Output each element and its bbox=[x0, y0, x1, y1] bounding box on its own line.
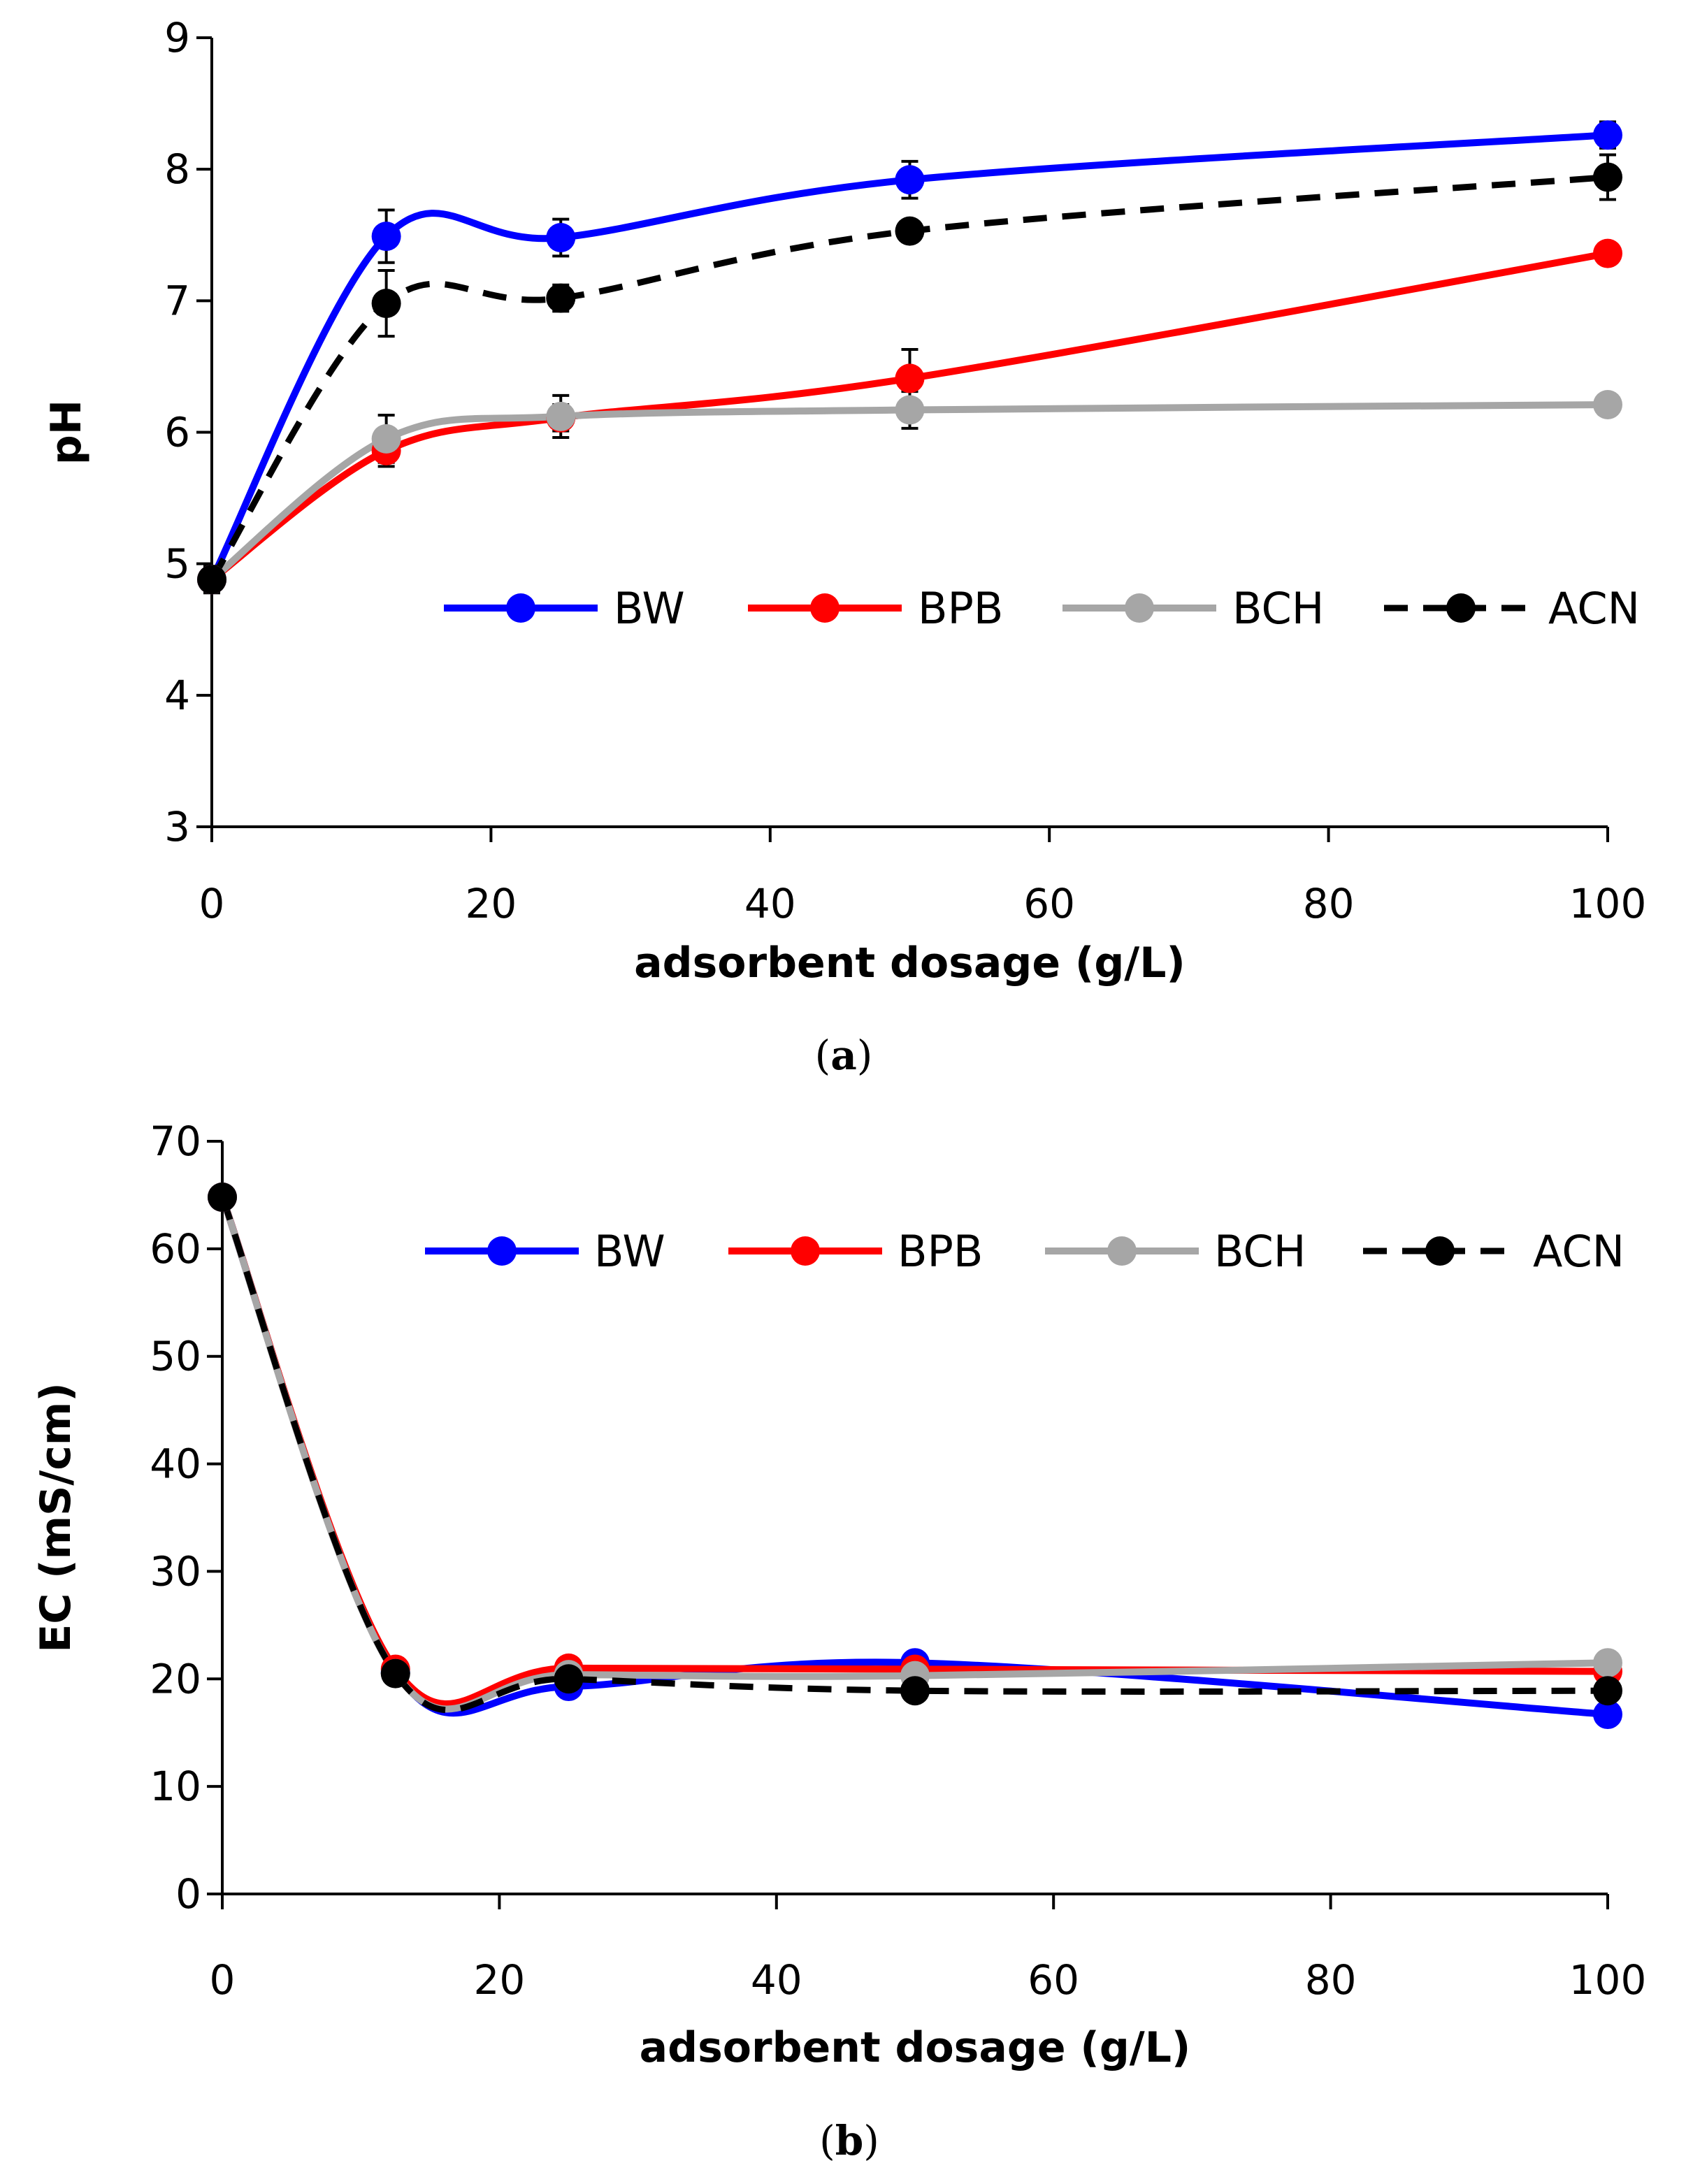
y-axis-label: EC (mS/cm) bbox=[31, 1382, 80, 1652]
data-point-acn bbox=[208, 1183, 237, 1213]
x-axis-label: adsorbent dosage (g/L) bbox=[640, 2023, 1191, 2072]
legend-label-bpb: BPB bbox=[898, 1226, 983, 1277]
series-line-bpb bbox=[210, 250, 1608, 583]
x-tick-label: 0 bbox=[210, 1956, 236, 2004]
data-point-acn bbox=[900, 1676, 930, 1706]
legend-label-acn: ACN bbox=[1548, 583, 1640, 634]
x-tick-label: 60 bbox=[1028, 1956, 1079, 2004]
data-point-bw bbox=[1593, 120, 1622, 150]
x-tick-label: 80 bbox=[1303, 880, 1355, 927]
legend-marker-bch bbox=[1125, 593, 1154, 623]
y-tick-label: 0 bbox=[175, 1870, 201, 1918]
data-point-acn bbox=[554, 1664, 584, 1694]
data-point-acn bbox=[1593, 1676, 1622, 1706]
data-point-acn bbox=[371, 289, 401, 319]
data-point-bch bbox=[371, 424, 401, 454]
chart-panel-b: 0 10 20 30 40 50 60 70 0 20 40 60 80 100 adsorbent dos… bbox=[31, 1118, 1646, 2072]
data-point-bch bbox=[1593, 389, 1622, 419]
series-line-bw bbox=[208, 131, 1608, 581]
data-point-acn bbox=[546, 283, 576, 313]
data-point-bch bbox=[1593, 1648, 1622, 1678]
y-tick-label: 7 bbox=[164, 277, 190, 324]
y-tick-label: 3 bbox=[164, 803, 190, 851]
caption-b: (b) bbox=[819, 2117, 879, 2164]
data-point-acn bbox=[380, 1658, 410, 1688]
x-tick-label: 80 bbox=[1305, 1956, 1357, 2004]
data-point-acn bbox=[1593, 162, 1622, 192]
data-point-bw bbox=[895, 165, 925, 195]
legend-marker-bpb bbox=[791, 1236, 820, 1266]
legend-label-acn: ACN bbox=[1533, 1226, 1624, 1277]
data-point-bpb bbox=[1593, 238, 1622, 268]
x-tick-label: 20 bbox=[465, 880, 517, 927]
y-tick-label: 4 bbox=[164, 672, 190, 719]
legend-label-bch: BCH bbox=[1232, 583, 1324, 634]
series-line-acn bbox=[209, 174, 1608, 581]
legend-marker-acn bbox=[1446, 593, 1476, 623]
data-point-bw bbox=[546, 223, 576, 253]
y-tick-label: 40 bbox=[150, 1440, 201, 1488]
y-tick-label: 20 bbox=[150, 1655, 201, 1702]
y-axis-label: pH bbox=[42, 400, 91, 465]
y-tick-label: 6 bbox=[164, 409, 190, 456]
data-point-bw bbox=[371, 222, 401, 252]
x-tick-label: 100 bbox=[1569, 1956, 1647, 2004]
data-point-acn bbox=[895, 216, 925, 246]
data-point-acn bbox=[197, 565, 226, 595]
legend-marker-bpb bbox=[810, 593, 840, 623]
data-point-bpb bbox=[895, 363, 925, 393]
y-tick-label: 60 bbox=[150, 1225, 201, 1273]
legend-marker-bch bbox=[1107, 1236, 1137, 1266]
chart-panel-a: 3 4 5 6 7 8 9 0 20 40 60 80 100 adsorbent dosage (g/L… bbox=[42, 14, 1646, 988]
legend-label-bw: BW bbox=[594, 1226, 665, 1277]
legend-label-bw: BW bbox=[614, 583, 685, 634]
y-tick-label: 5 bbox=[164, 540, 190, 588]
x-tick-label: 40 bbox=[751, 1956, 802, 2004]
legend-label-bpb: BPB bbox=[918, 583, 1003, 634]
legend-label-bch: BCH bbox=[1214, 1226, 1306, 1277]
caption-a: (a) bbox=[815, 1032, 873, 1079]
x-tick-label: 100 bbox=[1569, 880, 1647, 927]
y-tick-label: 70 bbox=[150, 1118, 201, 1165]
x-tick-label: 20 bbox=[473, 1956, 525, 2004]
series-line-bch bbox=[209, 401, 1608, 583]
y-tick-label: 8 bbox=[164, 145, 190, 193]
x-tick-label: 60 bbox=[1023, 880, 1075, 927]
y-tick-label: 30 bbox=[150, 1547, 201, 1595]
series-line-acn bbox=[219, 1196, 1608, 1714]
legend-marker-bw bbox=[487, 1236, 517, 1266]
data-point-bw bbox=[1593, 1700, 1622, 1730]
data-point-bch bbox=[546, 401, 576, 431]
legend-marker-bw bbox=[506, 593, 535, 623]
data-point-bch bbox=[895, 395, 925, 425]
y-tick-label: 10 bbox=[150, 1763, 201, 1810]
y-tick-label: 9 bbox=[164, 14, 190, 62]
x-tick-label: 40 bbox=[744, 880, 796, 927]
x-axis-label: adsorbent dosage (g/L) bbox=[634, 939, 1186, 988]
y-tick-label: 50 bbox=[150, 1333, 201, 1380]
legend-marker-acn bbox=[1425, 1236, 1455, 1266]
x-tick-label: 0 bbox=[199, 880, 225, 927]
